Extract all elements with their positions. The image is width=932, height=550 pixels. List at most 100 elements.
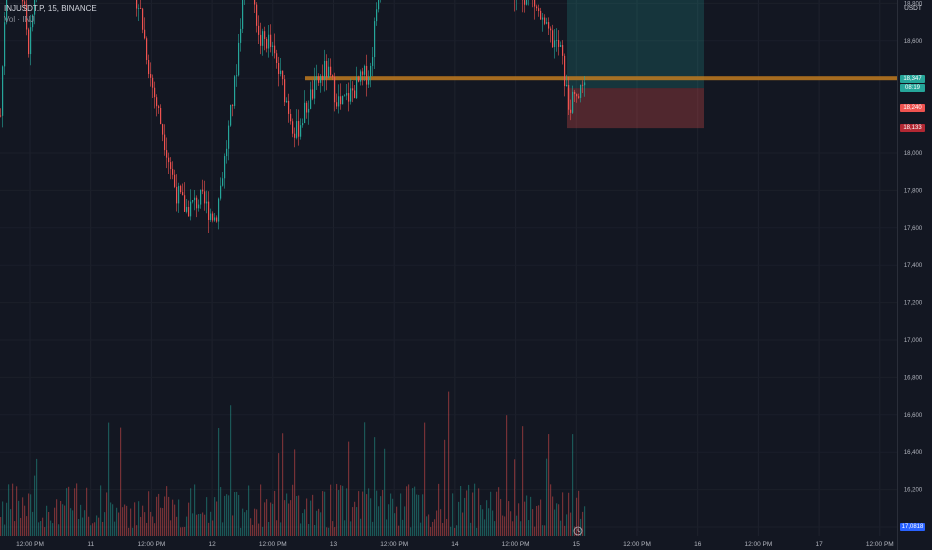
volume-bar (80, 504, 82, 536)
y-tick-label: 16,200 (904, 488, 923, 494)
volume-bar (398, 525, 400, 536)
volume-bar (144, 512, 146, 536)
volume-bar (572, 434, 574, 536)
x-tick-label: 12:00 PM (502, 541, 530, 548)
volume-bar (68, 486, 70, 536)
volume-bar (460, 486, 462, 536)
volume-bar (200, 513, 202, 536)
volume-bar (204, 514, 206, 536)
volume-bar (46, 505, 48, 536)
candle-body (166, 150, 168, 158)
volume-bar (348, 441, 350, 536)
volume-bar (484, 519, 486, 536)
candle-body (258, 25, 260, 35)
x-tick-label: 17 (815, 541, 823, 548)
volume-bar (544, 525, 546, 536)
candle-body (176, 186, 178, 204)
candle-body (228, 125, 230, 149)
volume-bar (524, 501, 526, 536)
stop-zone[interactable] (567, 88, 704, 129)
volume-bar (290, 500, 292, 536)
candle-body (274, 45, 276, 54)
candle-body (194, 197, 196, 201)
volume-bar (446, 518, 448, 536)
volume-bar (138, 501, 140, 536)
volume-bar (352, 507, 354, 536)
volume-bar (246, 510, 248, 536)
candle-body (560, 45, 562, 47)
volume-bar (390, 493, 392, 536)
y-tick-label: 18,800 (904, 1, 923, 7)
candle-body (242, 0, 244, 29)
volume-bar (428, 514, 430, 536)
candle-body (366, 65, 368, 85)
candle-body (136, 0, 138, 9)
volume-bar (118, 512, 120, 536)
volume-bar (18, 500, 20, 536)
candle-body (156, 97, 158, 107)
volume-bar (372, 521, 374, 536)
volume-bar (462, 512, 464, 536)
candle-body (202, 189, 204, 192)
volume-bar (302, 513, 304, 536)
volume-bar (326, 527, 328, 536)
volume-bar (82, 517, 84, 536)
volume-bar (324, 491, 326, 536)
candle-body (364, 65, 366, 75)
volume-indicator-label[interactable]: Vol · INJ (4, 15, 35, 24)
volume-bar (274, 490, 276, 536)
candle-body (174, 174, 176, 187)
candle-body (214, 217, 216, 221)
clock-icon[interactable] (573, 526, 583, 536)
volume-bar (420, 522, 422, 536)
volume-bar (10, 509, 12, 536)
volume-bar (436, 510, 438, 536)
volume-bar (534, 526, 536, 536)
candle-body (30, 27, 32, 55)
volume-bar (110, 502, 112, 536)
candle-body (310, 89, 312, 109)
candle-body (254, 0, 256, 5)
volume-bar (284, 500, 286, 536)
volume-bar (568, 492, 570, 536)
volume-bar (418, 494, 420, 536)
volume-bar (432, 521, 434, 536)
volume-bar (234, 492, 236, 536)
volume-bar (194, 484, 196, 536)
volume-bar (512, 521, 514, 536)
volume-bar (20, 517, 22, 536)
candle-body (326, 60, 328, 78)
volume-bar (332, 521, 334, 536)
volume-bar (30, 494, 32, 536)
volume-bar (522, 426, 524, 536)
volume-bar (120, 427, 122, 536)
volume-bar (466, 490, 468, 536)
candle-body (534, 0, 536, 7)
symbol-title[interactable]: INJUSDT.P, 15, BINANCE (4, 4, 97, 13)
volume-bar (236, 491, 238, 536)
candle-body (186, 207, 188, 212)
price-tag: 18,133 (900, 124, 925, 133)
volume-bar (26, 516, 28, 536)
candle-body (142, 8, 144, 30)
volume-bar (90, 525, 92, 536)
y-tick-label: 16,400 (904, 450, 923, 456)
volume-bar (474, 483, 476, 536)
target-zone[interactable] (567, 0, 704, 89)
volume-bar (248, 485, 250, 536)
volume-bar (444, 439, 446, 536)
support-level-line[interactable] (305, 76, 897, 81)
candle-body (342, 95, 344, 105)
volume-bar (442, 522, 444, 536)
volume-bar (566, 514, 568, 536)
volume-bar (176, 516, 178, 536)
candle-body (168, 157, 170, 163)
volume-bar (424, 422, 426, 536)
x-tick-label: 12:00 PM (623, 541, 651, 548)
volume-bar (542, 525, 544, 536)
candle-body (554, 40, 556, 48)
x-tick-label: 12:00 PM (744, 541, 772, 548)
candle-body (376, 9, 378, 22)
volume-bar (362, 491, 364, 536)
